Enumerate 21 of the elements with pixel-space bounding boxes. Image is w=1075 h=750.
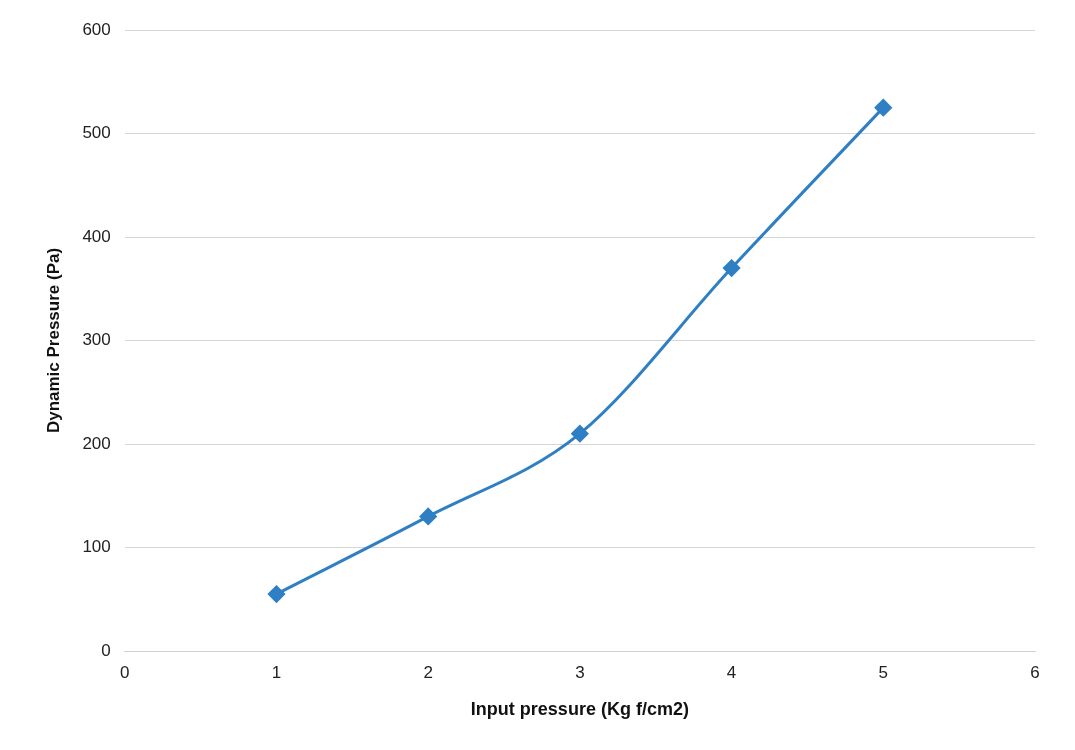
x-tick-label: 3 (575, 662, 585, 682)
y-tick-label: 300 (82, 330, 111, 350)
y-axis-title: Dynamic Pressure (Pa) (43, 247, 63, 434)
point (723, 259, 741, 277)
x-tick-label: 1 (271, 662, 282, 682)
point (267, 585, 285, 603)
y-tick-label: 0 (101, 640, 111, 660)
x-tick-label: 0 (120, 662, 130, 682)
x-tick-label: 4 (726, 662, 737, 682)
x-tick-label: 2 (423, 662, 433, 682)
y-tick-label: 500 (82, 123, 111, 143)
x-tick-label: 5 (878, 662, 889, 682)
x-axis-title: Input pressure (Kg f/cm2) (470, 699, 689, 720)
point (419, 507, 437, 525)
y-tick-label: 600 (82, 19, 111, 39)
x-tick-label: 6 (1030, 662, 1040, 682)
point (571, 425, 589, 443)
y-tick-label: 100 (82, 537, 111, 557)
point (874, 99, 892, 117)
y-tick-label: 400 (82, 226, 111, 246)
y-tick-label: 200 (82, 433, 111, 453)
